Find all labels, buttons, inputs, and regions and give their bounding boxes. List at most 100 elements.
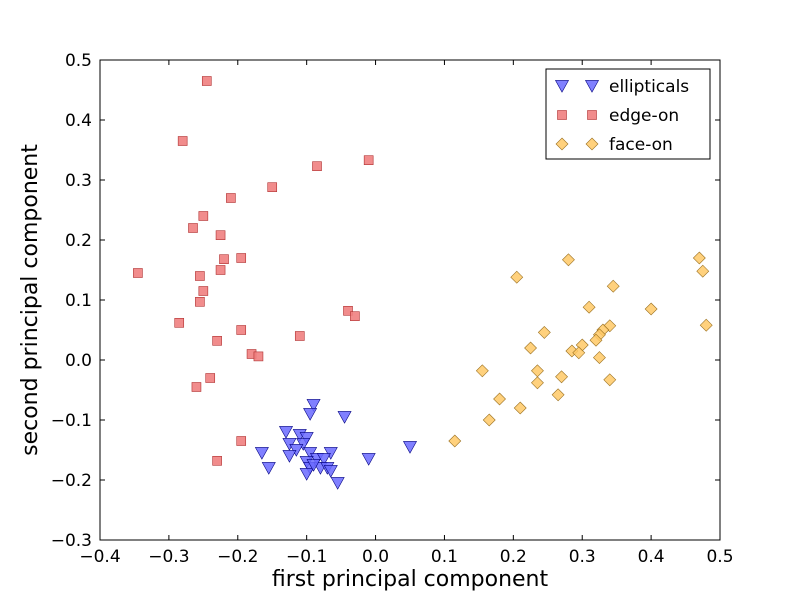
x-tick-label: −0.2 bbox=[217, 547, 258, 567]
data-point-face-on bbox=[510, 270, 524, 284]
data-point-edge-on bbox=[219, 254, 229, 264]
data-point-face-on bbox=[696, 264, 710, 278]
data-point-edge-on bbox=[236, 253, 247, 263]
data-point-edge-on bbox=[195, 296, 205, 307]
y-tick-label: 0.2 bbox=[65, 231, 92, 251]
data-point-edge-on bbox=[215, 230, 226, 240]
data-point-ellipticals bbox=[316, 453, 331, 466]
y-tick-label: 0.0 bbox=[65, 351, 92, 371]
data-point-edge-on bbox=[195, 271, 205, 281]
data-point-edge-on bbox=[312, 161, 322, 171]
y-tick-label: −0.3 bbox=[51, 531, 92, 551]
data-point-ellipticals bbox=[278, 426, 294, 439]
data-point-face-on bbox=[448, 434, 462, 448]
data-point-face-on bbox=[593, 351, 606, 365]
data-point-edge-on bbox=[350, 311, 360, 322]
data-point-face-on bbox=[551, 388, 565, 402]
axes: −0.4 −0.3 −0.2 −0.1 0.0 0.1 0.2 0.3 0.4 0.5−0.3−0… bbox=[51, 51, 734, 567]
legend-label: face-on bbox=[609, 135, 673, 155]
x-tick-label: 0.3 bbox=[569, 547, 596, 567]
legend-marker bbox=[585, 137, 599, 151]
legend-box bbox=[545, 68, 711, 160]
legend-label: edge-on bbox=[609, 106, 679, 126]
y-axis-label: second principal component bbox=[18, 144, 43, 456]
data-point-edge-on bbox=[267, 182, 278, 192]
x-tick-label: 0.1 bbox=[431, 547, 458, 567]
x-tick-label: 0.2 bbox=[500, 547, 527, 567]
data-point-edge-on bbox=[363, 155, 374, 165]
x-tick-label: −0.1 bbox=[286, 547, 327, 567]
data-point-face-on bbox=[482, 413, 496, 427]
data-point-face-on bbox=[531, 376, 544, 390]
data-point-face-on bbox=[603, 373, 617, 387]
data-point-ellipticals bbox=[261, 462, 276, 475]
data-point-edge-on bbox=[212, 335, 222, 346]
data-point-face-on bbox=[692, 251, 706, 265]
legend-item-face-on: face-on bbox=[555, 135, 673, 155]
legend-marker bbox=[587, 110, 597, 120]
series-edge-on bbox=[133, 76, 374, 466]
legend-item-ellipticals: ellipticals bbox=[554, 77, 689, 97]
data-point-edge-on bbox=[174, 317, 185, 328]
data-point-ellipticals bbox=[282, 450, 297, 463]
x-tick-label: −0.4 bbox=[79, 547, 120, 567]
data-point-ellipticals bbox=[323, 465, 338, 478]
data-point-ellipticals bbox=[330, 477, 345, 490]
series-face-on bbox=[448, 251, 713, 448]
data-point-ellipticals bbox=[299, 468, 314, 481]
x-axis-label: first principal component bbox=[272, 567, 549, 592]
data-point-face-on bbox=[572, 346, 586, 360]
y-tick-label: −0.2 bbox=[51, 471, 92, 491]
legend-item-edge-on: edge-on bbox=[557, 106, 679, 126]
y-tick-label: 0.5 bbox=[65, 51, 92, 71]
x-tick-label: 0.5 bbox=[706, 547, 733, 567]
data-point-ellipticals bbox=[306, 459, 321, 472]
data-point-edge-on bbox=[133, 268, 143, 278]
data-point-face-on bbox=[537, 325, 551, 339]
series-ellipticals bbox=[254, 399, 418, 490]
data-point-ellipticals bbox=[303, 408, 318, 421]
data-point-edge-on bbox=[294, 331, 305, 341]
data-point-face-on bbox=[524, 341, 537, 355]
data-point-edge-on bbox=[177, 136, 188, 146]
data-point-ellipticals bbox=[361, 453, 376, 466]
data-point-edge-on bbox=[343, 305, 353, 316]
data-point-edge-on bbox=[198, 286, 209, 296]
data-point-edge-on bbox=[201, 76, 212, 86]
data-point-edge-on bbox=[253, 351, 264, 362]
data-point-edge-on bbox=[236, 436, 247, 446]
legend-label: ellipticals bbox=[609, 77, 689, 97]
y-tick-label: −0.1 bbox=[51, 411, 92, 431]
data-point-edge-on bbox=[205, 373, 216, 383]
data-point-edge-on bbox=[236, 325, 247, 335]
data-point-ellipticals bbox=[306, 399, 321, 412]
data-point-edge-on bbox=[215, 265, 226, 275]
x-tick-label: −0.3 bbox=[148, 547, 189, 567]
legend: ellipticals edge-on face-on bbox=[545, 68, 711, 160]
data-point-face-on bbox=[699, 318, 713, 332]
legend-marker bbox=[557, 110, 567, 120]
data-point-face-on bbox=[589, 333, 603, 347]
x-tick-label: 0.0 bbox=[362, 547, 389, 567]
data-point-face-on bbox=[513, 401, 527, 415]
data-point-face-on bbox=[493, 392, 506, 406]
data-point-ellipticals bbox=[402, 441, 418, 454]
data-point-edge-on bbox=[191, 382, 202, 392]
y-tick-label: 0.1 bbox=[65, 291, 92, 311]
data-point-face-on bbox=[555, 370, 568, 384]
data-point-face-on bbox=[606, 279, 620, 293]
data-point-edge-on bbox=[198, 211, 209, 221]
data-point-face-on bbox=[644, 302, 658, 316]
data-point-face-on bbox=[562, 253, 575, 267]
y-tick-label: 0.4 bbox=[65, 111, 92, 131]
data-point-ellipticals bbox=[337, 411, 352, 424]
data-point-edge-on bbox=[212, 455, 222, 466]
data-point-face-on bbox=[475, 364, 489, 378]
data-point-ellipticals bbox=[254, 447, 269, 460]
legend-marker bbox=[584, 80, 600, 93]
y-tick-label: 0.3 bbox=[65, 171, 92, 191]
legend-marker bbox=[554, 80, 570, 93]
data-point-edge-on bbox=[226, 193, 236, 203]
data-point-edge-on bbox=[188, 223, 198, 233]
